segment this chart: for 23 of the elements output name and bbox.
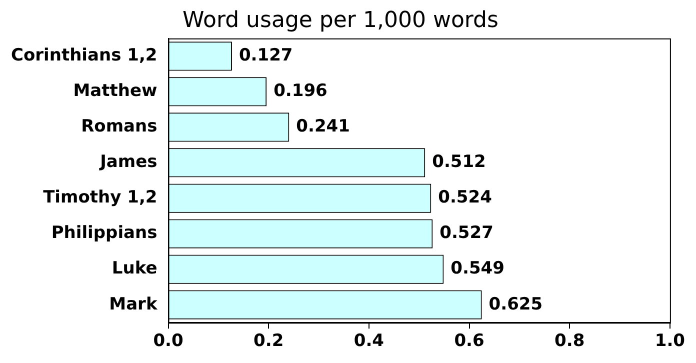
x-tick-label: 0.6 (454, 331, 484, 352)
data-label: 0.196 (274, 81, 328, 102)
data-label: 0.524 (438, 188, 492, 208)
y-tick-label: Romans (81, 116, 158, 137)
x-tick-label: 0.8 (554, 331, 585, 352)
data-label: 0.625 (488, 294, 543, 314)
x-tick-label: 1.0 (654, 331, 686, 352)
data-label: 0.512 (432, 152, 486, 172)
data-label: 0.527 (440, 223, 494, 244)
y-tick-label: Matthew (73, 81, 158, 102)
data-label: 0.241 (296, 116, 350, 137)
data-label: 0.549 (450, 258, 504, 279)
data-label: 0.127 (238, 46, 293, 66)
y-tick-label: James (99, 152, 158, 172)
y-tick-label: Timothy 1,2 (43, 188, 158, 208)
x-tick-label: 0.2 (254, 331, 284, 352)
x-tick-label: 0.0 (153, 331, 184, 352)
y-tick-label: Philippians (51, 223, 158, 244)
x-tick-label: 0.4 (354, 331, 384, 352)
y-tick-label: Luke (112, 258, 158, 279)
chart-title: Word usage per 1,000 words (182, 8, 498, 33)
y-tick-label: Mark (109, 294, 158, 314)
y-tick-label: Corinthians 1,2 (10, 46, 158, 66)
